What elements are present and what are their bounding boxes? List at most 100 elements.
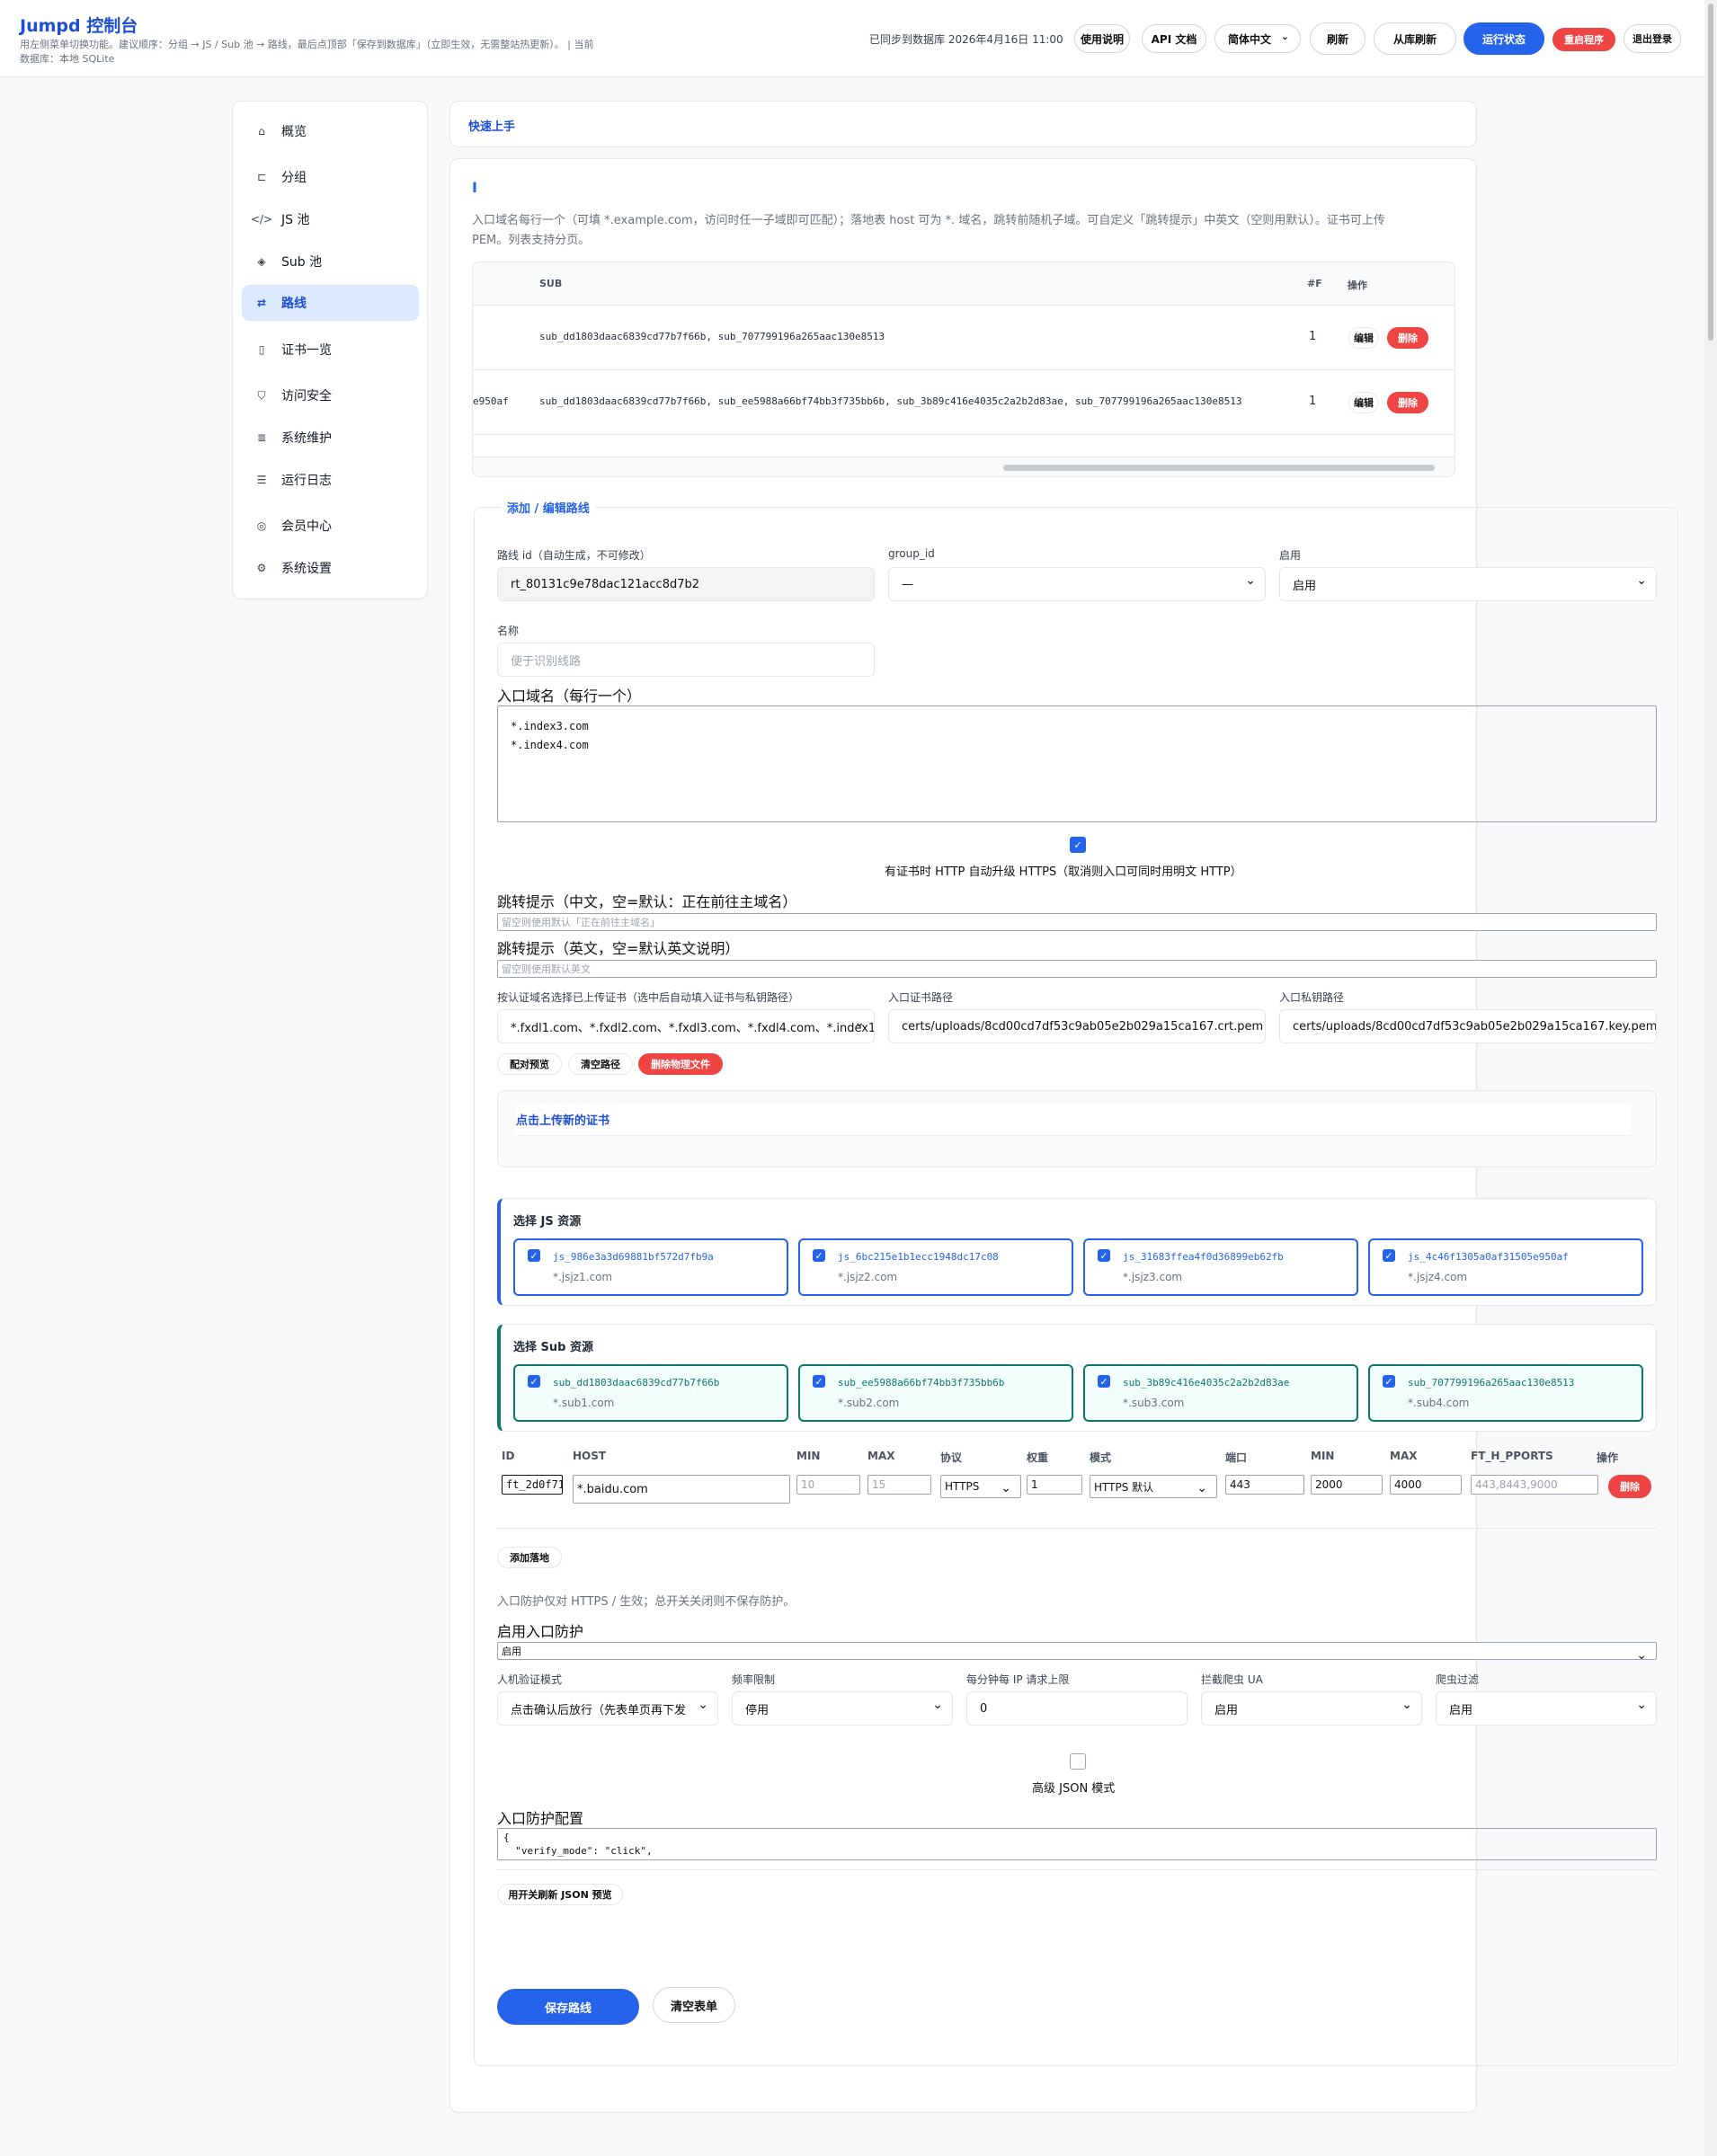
restart-button[interactable]: 重启程序: [1552, 28, 1615, 51]
sub-resource-domain: *.sub1.com: [553, 1397, 615, 1409]
sidebar-item-maintenance[interactable]: ≣ 系统维护: [242, 420, 419, 456]
pair-preview-button[interactable]: 配对预览: [497, 1053, 562, 1075]
cert-path-input[interactable]: certs/uploads/8cd00cd7df53c9ab05e2b029a1…: [888, 1009, 1266, 1043]
col-sub: SUB: [539, 278, 563, 289]
sub-resource-domain: *.sub3.com: [1123, 1397, 1185, 1409]
crawler-select[interactable]: 启用: [1436, 1691, 1657, 1726]
js-resource-card[interactable]: ✓ js_4c46f1305a0af31505e950af *.jsjz4.com: [1368, 1238, 1643, 1296]
https-upgrade-checkbox[interactable]: ✓: [1070, 837, 1086, 853]
save-route-button[interactable]: 保存路线: [497, 1989, 639, 2025]
landing-col-max: MAX: [867, 1450, 895, 1462]
landing-min2-field[interactable]: 2000: [1311, 1475, 1383, 1495]
domains-textarea[interactable]: *.index3.com *.index4.com: [497, 705, 1657, 822]
row-id-fragment: e950af: [473, 395, 509, 407]
js-checkbox[interactable]: ✓: [528, 1249, 540, 1262]
reload-from-db-button[interactable]: 从库刷新: [1374, 22, 1456, 55]
landing-mode-select[interactable]: HTTPS 默认: [1090, 1475, 1217, 1498]
sidebar-item-settings[interactable]: ⚙ 系统设置: [242, 550, 419, 586]
protect-enable-select[interactable]: 启用: [497, 1642, 1657, 1660]
captcha-select[interactable]: 点击确认后放行（先表单页再下发: [497, 1691, 718, 1726]
sub-checkbox[interactable]: ✓: [1383, 1375, 1395, 1388]
ip-limit-input[interactable]: 0: [966, 1691, 1188, 1726]
advanced-json-checkbox[interactable]: [1070, 1753, 1086, 1770]
sub-resource-card[interactable]: ✓ sub_3b89c416e4035c2a2b2d83ae *.sub3.com: [1083, 1364, 1358, 1422]
sidebar-item-groups[interactable]: ⊏ 分组: [242, 159, 419, 195]
refresh-json-button[interactable]: 用开关刷新 JSON 预览: [497, 1884, 623, 1905]
sub-resource-name: sub_3b89c416e4035c2a2b2d83ae: [1123, 1377, 1290, 1389]
landing-delete-button[interactable]: 删除: [1608, 1475, 1651, 1498]
js-resource-card[interactable]: ✓ js_31683ffea4f0d36899eb62fb *.jsjz3.com: [1083, 1238, 1358, 1296]
landing-id-field[interactable]: ft_2d0f71e: [502, 1475, 563, 1495]
clear-path-button[interactable]: 清空路径: [568, 1053, 633, 1075]
js-resource-card[interactable]: ✓ js_6bc215e1b1ecc1948dc17c08 *.jsjz2.com: [798, 1238, 1073, 1296]
js-checkbox[interactable]: ✓: [1098, 1249, 1110, 1262]
ua-select[interactable]: 启用: [1201, 1691, 1422, 1726]
tip-cn-label: 跳转提示（中文，空=默认：正在前往主域名）: [497, 893, 797, 910]
page-scrollbar[interactable]: [1704, 0, 1717, 2156]
js-checkbox[interactable]: ✓: [1383, 1249, 1395, 1262]
sub-checkbox[interactable]: ✓: [1098, 1375, 1110, 1388]
upload-cert-link[interactable]: 点击上传新的证书: [516, 1114, 610, 1128]
sidebar-item-certs[interactable]: ▯ 证书一览: [242, 332, 419, 368]
sub-resource-card[interactable]: ✓ sub_707799196a265aac130e8513 *.sub4.com: [1368, 1364, 1643, 1422]
tip-cn-input[interactable]: 留空则使用默认「正在前往主域名」: [497, 913, 1657, 931]
sidebar-item-members[interactable]: ◎ 会员中心: [242, 508, 419, 544]
scrollbar-thumb[interactable]: [1708, 4, 1713, 341]
captcha-label: 人机验证模式: [497, 1673, 563, 1686]
refresh-button[interactable]: 刷新: [1310, 22, 1366, 55]
sub-checkbox[interactable]: ✓: [813, 1375, 825, 1388]
cert-pick-select[interactable]: *.fxdl1.com、*.fxdl2.com、*.fxdl3.com、*.fx…: [497, 1009, 875, 1043]
landing-col-weight: 权重: [1027, 1451, 1049, 1464]
key-path-input[interactable]: certs/uploads/8cd00cd7df53c9ab05e2b029a1…: [1279, 1009, 1657, 1043]
clear-form-button[interactable]: 清空表单: [653, 1987, 735, 2023]
api-docs-button[interactable]: API 文档: [1142, 24, 1206, 53]
landing-min-field[interactable]: 10: [796, 1475, 860, 1495]
table-header: SUB #F 操作: [473, 262, 1455, 306]
sub-resource-card[interactable]: ✓ sub_ee5988a66bf74bb3f735bb6b *.sub2.com: [798, 1364, 1073, 1422]
route-id-label: 路线 id（自动生成，不可修改）: [497, 549, 651, 562]
sub-checkbox[interactable]: ✓: [528, 1375, 540, 1388]
rate-select[interactable]: 停用: [732, 1691, 953, 1726]
route-id-field[interactable]: rt_80131c9e78dac121acc8d7b2: [497, 567, 875, 601]
landing-host-field[interactable]: *.baidu.com: [573, 1475, 790, 1504]
js-resource-domain: *.jsjz3.com: [1123, 1271, 1183, 1283]
sidebar-item-overview[interactable]: ⌂ 概览: [242, 113, 419, 149]
group-id-select[interactable]: —: [888, 567, 1266, 601]
sidebar-item-security[interactable]: ⛉ 访问安全: [242, 377, 419, 413]
help-button[interactable]: 使用说明: [1074, 24, 1130, 53]
sub-resource-card[interactable]: ✓ sub_dd1803daac6839cd77b7f66b *.sub1.com: [513, 1364, 788, 1422]
js-checkbox[interactable]: ✓: [813, 1249, 825, 1262]
js-resource-card[interactable]: ✓ js_986e3a3d69881bf572d7fb9a *.jsjz1.com: [513, 1238, 788, 1296]
add-landing-button[interactable]: 添加落地: [497, 1547, 562, 1568]
top-header: Jumpd 控制台 用左侧菜单切换功能。建议顺序：分组 → JS / Sub 池…: [0, 0, 1717, 77]
landing-max-field[interactable]: 15: [867, 1475, 931, 1495]
landing-ports-field[interactable]: 443,8443,9000: [1471, 1475, 1598, 1495]
name-input[interactable]: 便于识别线路: [497, 643, 875, 677]
landing-port-field[interactable]: 443: [1225, 1475, 1304, 1495]
database-icon: ≣: [256, 431, 267, 444]
landing-max2-field[interactable]: 4000: [1390, 1475, 1462, 1495]
protect-config-textarea[interactable]: { "verify_mode": "click",: [497, 1828, 1657, 1860]
edit-button[interactable]: 编辑: [1348, 327, 1379, 349]
sidebar-item-logs[interactable]: ☰ 运行日志: [242, 462, 419, 498]
run-status-button[interactable]: 运行状态: [1463, 22, 1544, 55]
delete-button[interactable]: 删除: [1387, 327, 1428, 349]
tip-en-input[interactable]: 留空则使用默认英文: [497, 960, 1657, 978]
header-db-info: 数据库：本地 SQLite: [20, 53, 115, 65]
delete-file-button[interactable]: 删除物理文件: [638, 1053, 723, 1075]
sidebar-item-sub-pool[interactable]: ◈ Sub 池: [242, 244, 419, 279]
delete-button[interactable]: 删除: [1387, 392, 1428, 413]
sidebar-item-js-pool[interactable]: </> JS 池: [242, 201, 419, 237]
sidebar-item-routes[interactable]: ⇄ 路线: [242, 285, 419, 321]
scrollbar-thumb[interactable]: [1003, 465, 1435, 471]
quickstart-link[interactable]: 快速上手: [468, 120, 516, 134]
landing-col-min: MIN: [796, 1450, 821, 1462]
language-select[interactable]: 简体中文 ⌄: [1214, 24, 1301, 53]
edit-button[interactable]: 编辑: [1348, 392, 1379, 413]
enabled-select[interactable]: 启用: [1279, 567, 1657, 601]
logout-button[interactable]: 退出登录: [1624, 24, 1681, 53]
app-title: Jumpd 控制台: [20, 16, 138, 36]
landing-weight-field[interactable]: 1: [1027, 1475, 1082, 1495]
landing-proto-select[interactable]: HTTPS: [940, 1475, 1021, 1498]
table-horizontal-scrollbar[interactable]: [473, 457, 1455, 476]
